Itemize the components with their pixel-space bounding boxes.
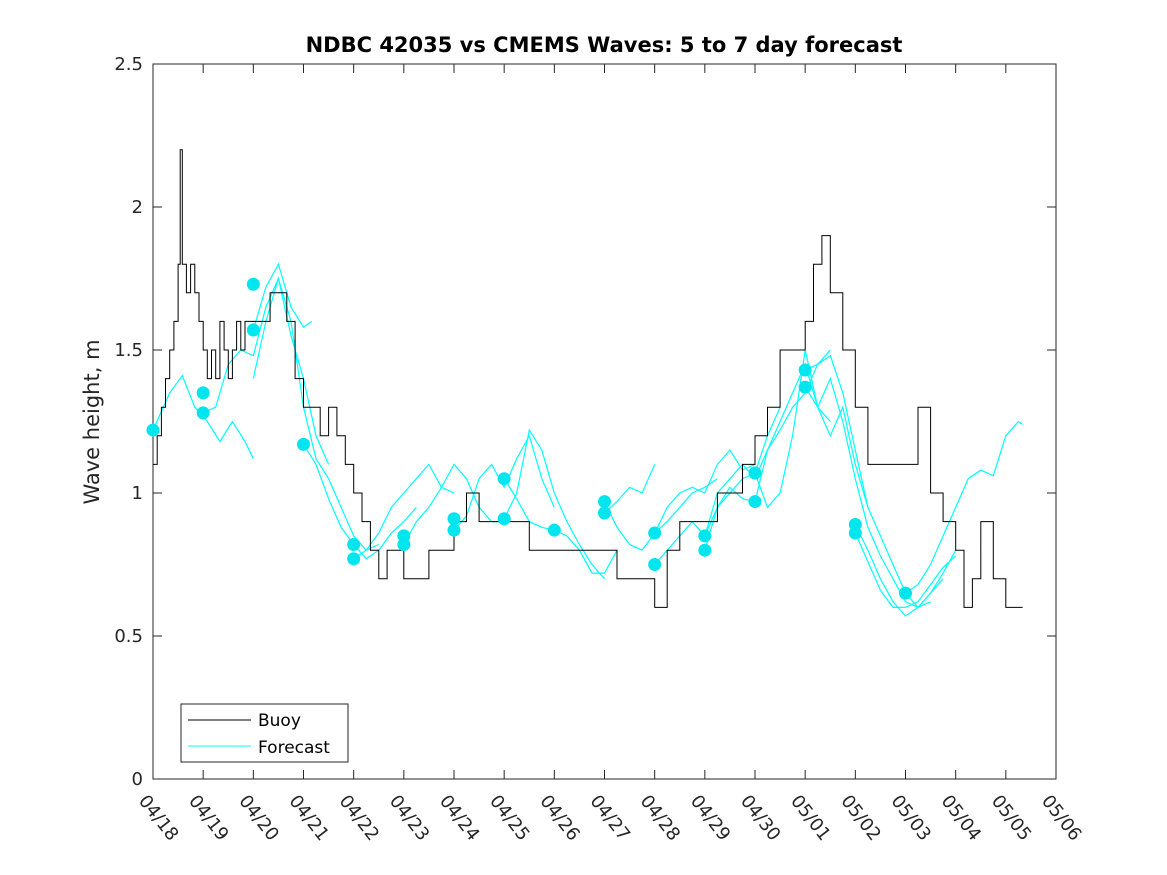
- x-tick-label: 05/05: [987, 791, 1035, 845]
- y-tick-label: 0.5: [114, 626, 143, 647]
- buoy-line: [153, 149, 1023, 608]
- forecast-marker: [196, 386, 210, 400]
- forecast-line: [202, 276, 330, 465]
- x-tick-label: 04/29: [686, 791, 734, 845]
- forecast-marker: [497, 512, 511, 526]
- x-tick-label: 04/18: [134, 791, 182, 845]
- forecast-marker: [748, 466, 762, 480]
- forecast-line: [854, 532, 957, 609]
- forecast-marker: [246, 277, 260, 291]
- forecast-line: [503, 428, 605, 580]
- forecast-line: [403, 463, 505, 545]
- forecast-marker: [748, 495, 762, 509]
- x-tick-label: 04/23: [385, 791, 433, 845]
- y-tick-label: 0: [132, 769, 143, 790]
- forecast-marker: [447, 523, 461, 537]
- legend-forecast-label: Forecast: [258, 738, 330, 758]
- forecast-markers: [146, 277, 912, 600]
- y-tick-label: 2: [132, 197, 143, 218]
- forecast-line: [152, 374, 254, 459]
- forecast-marker: [648, 526, 662, 540]
- forecast-marker: [397, 537, 411, 551]
- forecast-marker: [347, 552, 361, 566]
- forecast-marker: [246, 323, 260, 337]
- forecast-marker: [598, 506, 611, 520]
- forecast-marker: [698, 529, 712, 543]
- chart-title: NDBC 42035 vs CMEMS Waves: 5 to 7 day fo…: [306, 33, 903, 57]
- x-tick-label: 05/02: [836, 791, 884, 845]
- forecast-line: [654, 449, 756, 534]
- forecast-marker: [297, 437, 310, 451]
- legend: Buoy Forecast: [180, 703, 349, 763]
- forecast-marker: [848, 526, 862, 540]
- forecast-marker: [798, 363, 812, 377]
- forecast-marker: [899, 586, 912, 600]
- y-tick-label: 2.5: [114, 54, 143, 75]
- y-tick-label: 1.5: [114, 340, 143, 361]
- forecast-line: [503, 478, 618, 574]
- x-tick-label: 04/24: [435, 791, 483, 845]
- forecast-marker: [547, 523, 561, 537]
- forecast-marker: [196, 406, 210, 420]
- forecast-marker: [698, 543, 712, 557]
- forecast-marker: [347, 537, 361, 551]
- buoy-series: [153, 149, 1023, 608]
- x-tick-label: 04/25: [485, 791, 533, 845]
- x-tick-label: 05/04: [937, 791, 985, 845]
- y-tick-label: 1: [132, 483, 143, 504]
- forecast-marker: [146, 423, 160, 437]
- forecast-series: [152, 262, 1023, 617]
- x-tick-label: 04/26: [535, 791, 583, 845]
- forecast-line: [905, 420, 1023, 594]
- forecast-marker: [497, 472, 511, 486]
- forecast-marker: [648, 558, 662, 571]
- x-tick-label: 04/22: [335, 791, 383, 845]
- y-axis-ticks: 0 0.5 1 1.5 2 2.5: [114, 54, 1056, 790]
- forecast-line: [252, 262, 313, 331]
- x-tick-label: 04/19: [184, 791, 232, 845]
- legend-box: [180, 703, 349, 763]
- y-axis-label: Wave height, m: [80, 339, 104, 504]
- x-tick-label: 04/27: [586, 791, 634, 845]
- forecast-line: [604, 464, 656, 514]
- x-tick-label: 04/28: [636, 791, 684, 845]
- forecast-line: [854, 524, 957, 617]
- plot-area: [152, 63, 1057, 780]
- legend-buoy-label: Buoy: [258, 711, 301, 731]
- forecast-marker: [447, 512, 461, 526]
- x-tick-label: 04/21: [285, 791, 333, 845]
- forecast-line: [453, 434, 555, 531]
- forecast-marker: [798, 380, 812, 394]
- x-tick-label: 04/20: [234, 791, 282, 845]
- x-tick-label: 05/06: [1037, 791, 1085, 845]
- forecast-line: [302, 444, 417, 560]
- forecast-line: [754, 349, 869, 509]
- forecast-marker: [598, 495, 611, 509]
- x-tick-label: 04/30: [736, 791, 784, 845]
- x-tick-label: 05/03: [887, 791, 935, 845]
- x-tick-label: 05/01: [786, 791, 834, 845]
